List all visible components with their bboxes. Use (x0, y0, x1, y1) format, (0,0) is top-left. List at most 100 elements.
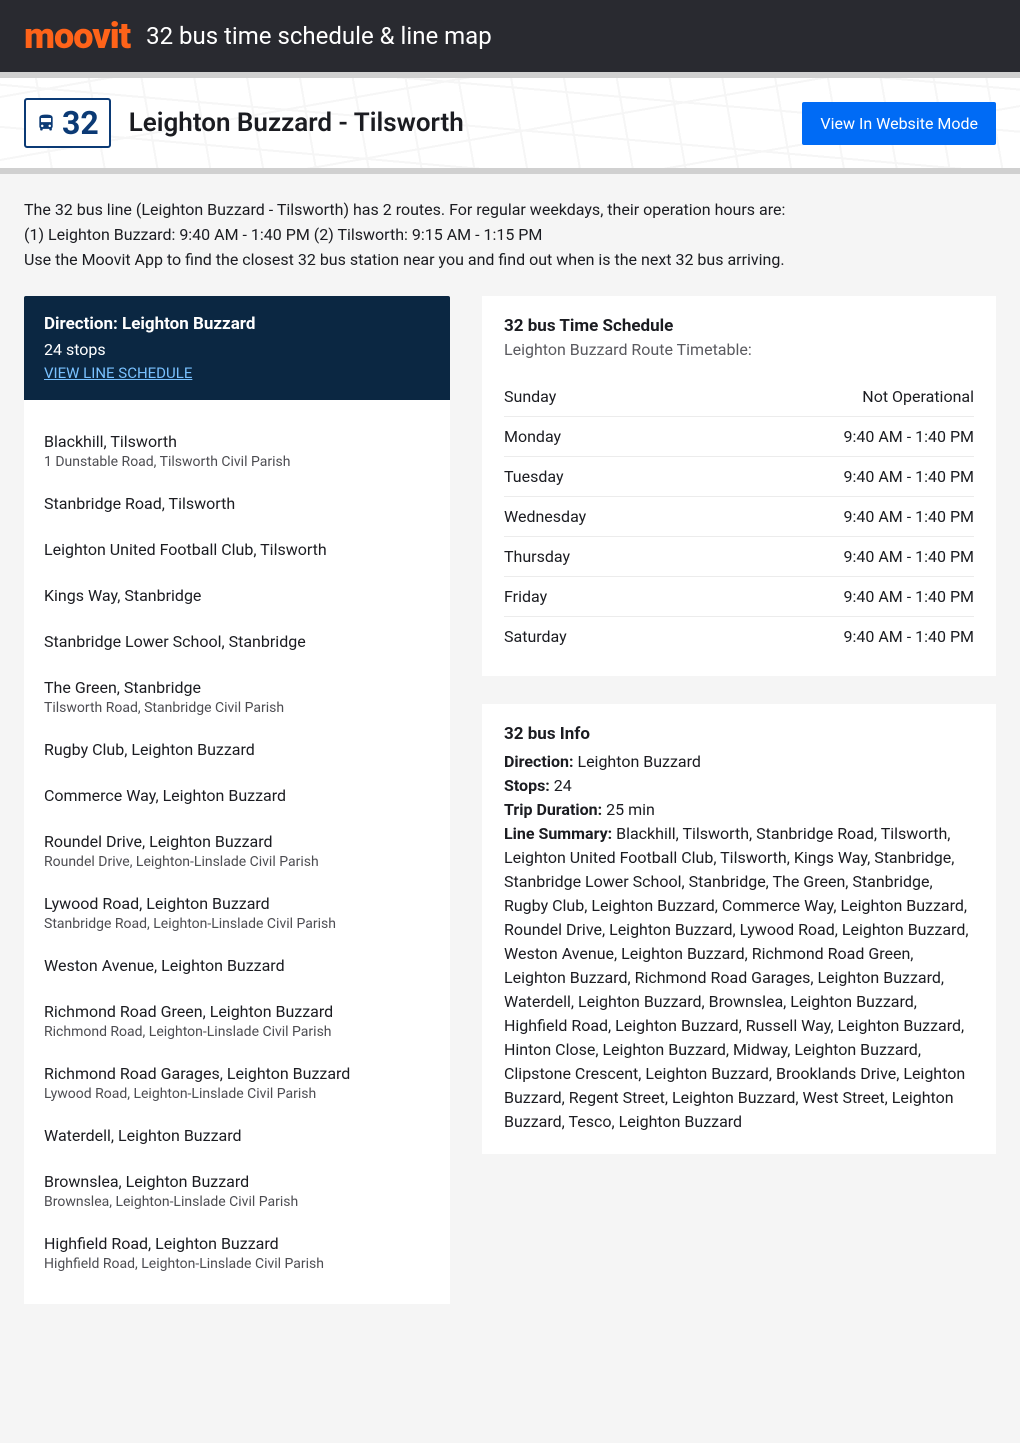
schedule-day: Wednesday (504, 507, 586, 526)
topbar: moovit 32 bus time schedule & line map (0, 0, 1020, 72)
schedule-row: Monday 9:40 AM - 1:40 PM (504, 417, 974, 457)
columns: Direction: Leighton Buzzard 24 stops VIE… (0, 296, 1020, 1328)
stop-item: Lywood Road, Leighton Buzzard Stanbridge … (44, 882, 430, 944)
info-summary: Line Summary: Blackhill, Tilsworth, Stan… (504, 822, 974, 1134)
intro-line-1: The 32 bus line (Leighton Buzzard - Tils… (24, 198, 996, 223)
schedule-day: Thursday (504, 547, 570, 566)
schedule-row: Thursday 9:40 AM - 1:40 PM (504, 537, 974, 577)
schedule-day: Friday (504, 587, 547, 606)
stop-detail: Brownslea, Leighton-Linslade Civil Paris… (44, 1194, 430, 1210)
stop-detail: Lywood Road, Leighton-Linslade Civil Par… (44, 1086, 430, 1102)
info-duration-label: Trip Duration: (504, 800, 602, 819)
schedule-hours: 9:40 AM - 1:40 PM (844, 627, 974, 646)
schedule-title: 32 bus Time Schedule (504, 316, 974, 336)
direction-box: Direction: Leighton Buzzard 24 stops VIE… (24, 296, 450, 400)
schedule-hours: 9:40 AM - 1:40 PM (844, 587, 974, 606)
view-line-schedule-link[interactable]: VIEW LINE SCHEDULE (44, 364, 192, 382)
schedule-card: 32 bus Time Schedule Leighton Buzzard Ro… (482, 296, 996, 676)
stop-name: Rugby Club, Leighton Buzzard (44, 740, 430, 759)
stop-name: Brownslea, Leighton Buzzard (44, 1172, 430, 1191)
stop-name: Richmond Road Green, Leighton Buzzard (44, 1002, 430, 1021)
banner: 32 Leighton Buzzard - Tilsworth View In … (0, 72, 1020, 174)
stop-name: Weston Avenue, Leighton Buzzard (44, 956, 430, 975)
logo: moovit (24, 15, 130, 57)
intro-line-3: Use the Moovit App to find the closest 3… (24, 248, 996, 273)
topbar-title: 32 bus time schedule & line map (146, 22, 492, 50)
schedule-rows: Sunday Not Operational Monday 9:40 AM - 1:4… (504, 377, 974, 656)
schedule-hours: 9:40 AM - 1:40 PM (844, 547, 974, 566)
stop-name: Lywood Road, Leighton Buzzard (44, 894, 430, 913)
intro-text: The 32 bus line (Leighton Buzzard - Tils… (0, 174, 1020, 296)
stop-item: Kings Way, Stanbridge (44, 574, 430, 620)
schedule-row: Saturday 9:40 AM - 1:40 PM (504, 617, 974, 656)
stop-item: Stanbridge Lower School, Stanbridge (44, 620, 430, 666)
intro-line-2: (1) Leighton Buzzard: 9:40 AM - 1:40 PM … (24, 223, 996, 248)
info-stops: Stops: 24 (504, 774, 974, 798)
stop-name: Stanbridge Lower School, Stanbridge (44, 632, 430, 651)
schedule-hours: Not Operational (862, 387, 974, 406)
schedule-row: Friday 9:40 AM - 1:40 PM (504, 577, 974, 617)
route-number: 32 (62, 104, 99, 142)
stop-name: The Green, Stanbridge (44, 678, 430, 697)
info-title: 32 bus Info (504, 724, 974, 744)
schedule-day: Monday (504, 427, 561, 446)
direction-title: Direction: Leighton Buzzard (44, 314, 430, 334)
info-summary-value: Blackhill, Tilsworth, Stanbridge Road, T… (504, 824, 969, 1131)
stop-item: Roundel Drive, Leighton Buzzard Roundel D… (44, 820, 430, 882)
stop-detail: Highfield Road, Leighton-Linslade Civil … (44, 1256, 430, 1272)
schedule-day: Saturday (504, 627, 567, 646)
direction-stops-count: 24 stops (44, 340, 430, 359)
schedule-subtitle: Leighton Buzzard Route Timetable: (504, 340, 974, 359)
stop-detail: Roundel Drive, Leighton-Linslade Civil P… (44, 854, 430, 870)
schedule-day: Tuesday (504, 467, 564, 486)
schedule-hours: 9:40 AM - 1:40 PM (844, 507, 974, 526)
stop-name: Highfield Road, Leighton Buzzard (44, 1234, 430, 1253)
column-left: Direction: Leighton Buzzard 24 stops VIE… (24, 296, 450, 1304)
info-direction: Direction: Leighton Buzzard (504, 750, 974, 774)
schedule-row: Sunday Not Operational (504, 377, 974, 417)
stop-detail: Stanbridge Road, Leighton-Linslade Civil… (44, 916, 430, 932)
stop-item: Brownslea, Leighton Buzzard Brownslea, Le… (44, 1160, 430, 1222)
column-right: 32 bus Time Schedule Leighton Buzzard Ro… (482, 296, 996, 1304)
info-direction-label: Direction: (504, 752, 573, 771)
schedule-hours: 9:40 AM - 1:40 PM (844, 467, 974, 486)
bus-icon (36, 113, 56, 133)
stop-item: Weston Avenue, Leighton Buzzard (44, 944, 430, 990)
stop-name: Roundel Drive, Leighton Buzzard (44, 832, 430, 851)
view-website-button[interactable]: View In Website Mode (802, 102, 996, 145)
stop-item: Richmond Road Garages, Leighton Buzzard L… (44, 1052, 430, 1114)
route-title: Leighton Buzzard - Tilsworth (129, 108, 464, 138)
stop-name: Leighton United Football Club, Tilsworth (44, 540, 430, 559)
stop-item: Richmond Road Green, Leighton BuzzardRic… (44, 990, 430, 1052)
stop-item: Waterdell, Leighton Buzzard (44, 1114, 430, 1160)
stop-item: Rugby Club, Leighton Buzzard (44, 728, 430, 774)
stop-detail: 1 Dunstable Road, Tilsworth Civil Parish (44, 454, 430, 470)
stop-item: Leighton United Football Club, Tilsworth (44, 528, 430, 574)
schedule-day: Sunday (504, 387, 556, 406)
schedule-row: Wednesday 9:40 AM - 1:40 PM (504, 497, 974, 537)
stop-item: Highfield Road, Leighton Buzzard Highfiel… (44, 1222, 430, 1284)
info-stops-label: Stops: (504, 776, 550, 795)
stop-name: Richmond Road Garages, Leighton Buzzard (44, 1064, 430, 1083)
stop-name: Stanbridge Road, Tilsworth (44, 494, 430, 513)
info-summary-label: Line Summary: (504, 824, 612, 843)
stop-item: Blackhill, Tilsworth 1 Dunstable Road, Ti… (44, 420, 430, 482)
banner-left: 32 Leighton Buzzard - Tilsworth (24, 98, 464, 148)
stop-item: Stanbridge Road, Tilsworth (44, 482, 430, 528)
info-card: 32 bus Info Direction: Leighton Buzzard … (482, 704, 996, 1154)
stop-name: Waterdell, Leighton Buzzard (44, 1126, 430, 1145)
stop-item: The Green, Stanbridge Tilsworth Road, Sta… (44, 666, 430, 728)
route-badge: 32 (24, 98, 111, 148)
stops-list: Blackhill, Tilsworth 1 Dunstable Road, Ti… (24, 400, 450, 1304)
schedule-hours: 9:40 AM - 1:40 PM (844, 427, 974, 446)
stop-name: Commerce Way, Leighton Buzzard (44, 786, 430, 805)
info-stops-value: 24 (550, 776, 572, 795)
info-direction-value: Leighton Buzzard (573, 752, 700, 771)
stop-detail: Tilsworth Road, Stanbridge Civil Parish (44, 700, 430, 716)
info-duration: Trip Duration: 25 min (504, 798, 974, 822)
stop-name: Kings Way, Stanbridge (44, 586, 430, 605)
stop-name: Blackhill, Tilsworth (44, 432, 430, 451)
stop-item: Commerce Way, Leighton Buzzard (44, 774, 430, 820)
schedule-row: Tuesday 9:40 AM - 1:40 PM (504, 457, 974, 497)
info-duration-value: 25 min (602, 800, 655, 819)
